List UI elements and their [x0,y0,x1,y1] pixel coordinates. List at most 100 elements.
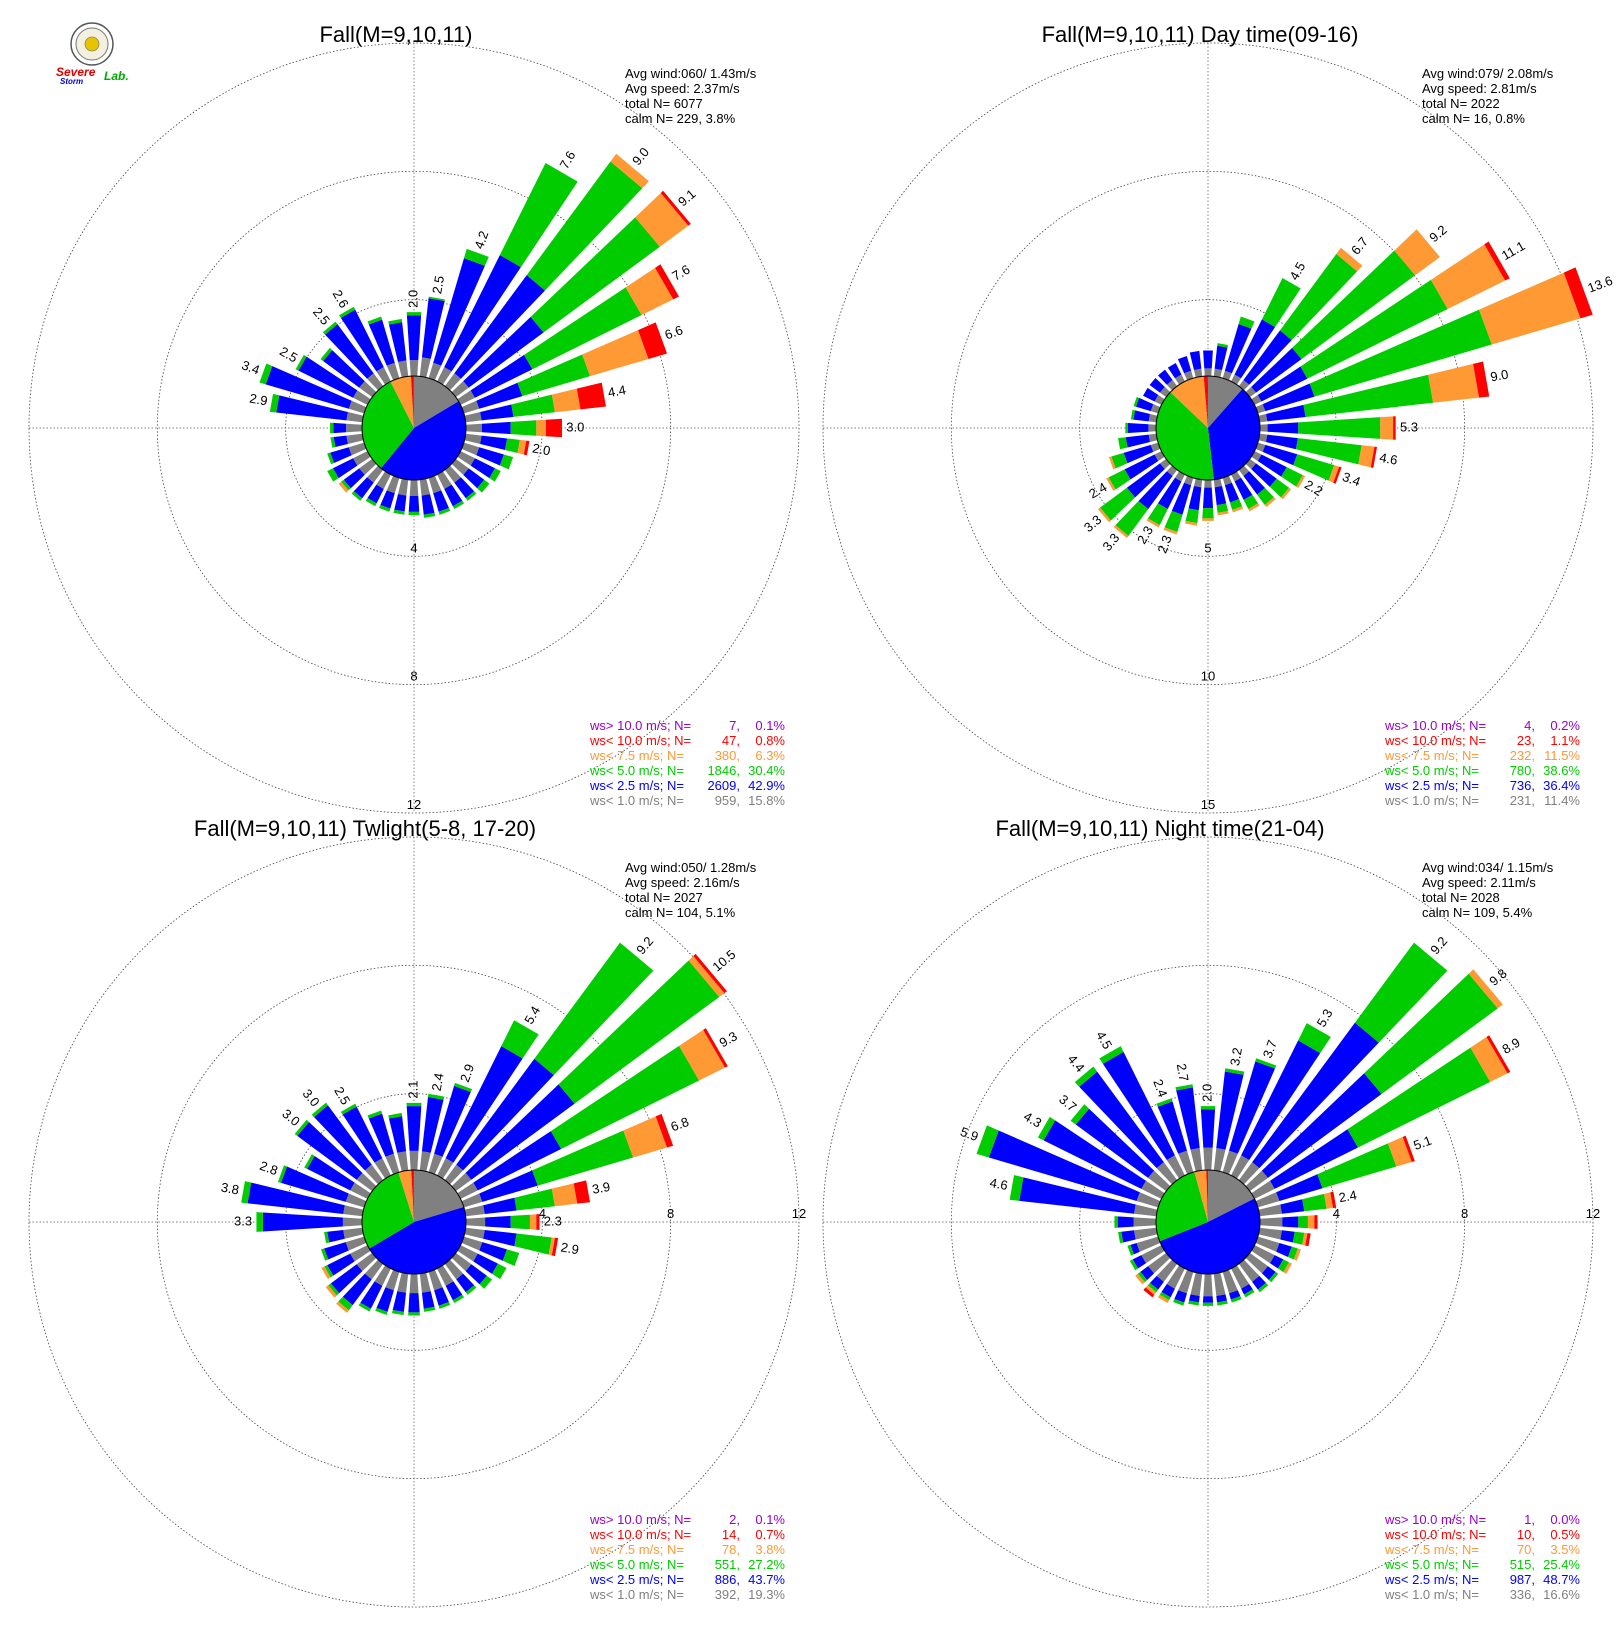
petal-label: 4.4 [1065,1052,1088,1075]
petal-segment-green [1300,279,1448,379]
petal-segment-red [1370,446,1378,468]
petal-segment-orange [1113,525,1129,539]
legend-percent: 38.6% [1543,763,1580,778]
petal-segment-green [1037,1116,1056,1141]
petal-label: 5.9 [958,1124,980,1144]
legend-entry-orange: ws< 7.5 m/s; N= [589,1542,684,1557]
petal-label: 2.0 [1199,1084,1214,1102]
petal-segment-orange [1470,1036,1508,1082]
petal-segment-green [379,505,391,512]
petal-segment-gray [1213,478,1223,488]
legend-percent: 3.8% [755,1542,785,1557]
legend-count: 336, [1510,1587,1535,1602]
petal-segment-gray [1259,424,1268,432]
petal-segment-green [1074,1066,1098,1087]
petal-segment-gray [1154,451,1165,462]
petal-segment-green [408,1312,420,1316]
petal-segment-gray [346,412,364,423]
petal-segment-gray [364,1259,384,1280]
legend-percent: 15.8% [748,793,785,808]
petal-segment-blue [1241,1040,1321,1160]
petal-label: 6.8 [669,1114,691,1134]
petal-segment-blue [481,421,511,435]
petal-segment-gray [437,1158,454,1179]
pie-slice-blue [1159,1198,1260,1274]
petal-label: 2.9 [560,1239,580,1257]
petal-segment-blue [1257,454,1287,477]
petal-segment-blue [368,1113,394,1157]
petal-segment-blue [1177,355,1192,374]
petal-segment-green [367,316,383,325]
petal-segment-green [1200,1106,1216,1110]
stat-line: total N= 2022 [1422,96,1500,111]
petal-segment-gray [1258,433,1268,443]
petal-segment-green [1173,1299,1185,1306]
pie-slice-green [1156,1171,1208,1242]
petal-segment-blue [1124,454,1159,480]
petal-segment-blue [445,1046,523,1163]
petal-segment-blue [325,324,374,379]
petal-segment-orange [623,1116,668,1158]
petal-segment-gray [1136,1236,1161,1252]
pie-slice-gray [1208,376,1243,428]
petal-segment-gray [350,1182,371,1199]
petal-label: 3.0 [566,419,584,434]
petal-label: 2.5 [310,304,333,327]
petal-label: 11.1 [1499,238,1528,263]
petal-segment-gray [1213,368,1223,378]
petal-segment-blue [1282,1216,1299,1228]
legend-count: 7, [729,718,740,733]
petal-segment-red [551,1237,559,1257]
petal-segment-gray [1245,1252,1268,1274]
petal-segment-gray [444,1164,464,1185]
petal-segment-blue [463,316,544,388]
petal-segment-blue [463,468,485,489]
petal-segment-orange [1358,445,1375,468]
petal-segment-green [1268,1271,1279,1283]
petal-segment-blue [473,1131,562,1191]
legend-count: 380, [715,748,740,763]
petal-segment-green [1159,1292,1171,1301]
petal-label: 3.4 [240,357,262,377]
panel-title: Fall(M=9,10,11) Twlight(5-8, 17-20) [194,816,536,841]
petal-label: 2.8 [258,1158,280,1178]
ring-label: 10 [1201,669,1215,684]
petal-segment-green [408,511,420,516]
petal-segment-orange [1468,969,1503,1009]
petal-segment-blue [333,435,348,448]
petal-segment-gray [1193,478,1203,488]
petal-segment-blue [327,1229,345,1243]
petal-segment-gray [367,373,384,391]
petal-segment-gray [1238,1259,1260,1282]
ring-label: 8 [1461,1206,1468,1221]
petal-segment-blue [1261,1073,1382,1178]
petal-segment-blue [408,1293,420,1313]
petal-segment-green [464,248,489,266]
legend-percent: 0.7% [755,1527,785,1542]
petal-segment-green [423,1306,436,1312]
pie-outline [361,1169,467,1275]
legend-entry-red: ws< 10.0 m/s; N= [1384,1527,1486,1542]
petal-segment-gray [451,381,469,398]
petal-label: 9.8 [1486,966,1509,989]
legend-percent: 0.0% [1550,1512,1580,1527]
petal-segment-blue [368,319,395,366]
petal-segment-green [1137,1271,1148,1283]
legend-percent: 42.9% [748,778,785,793]
petal-segment-gray [1150,404,1161,414]
petal-segment-blue [324,1242,349,1260]
petal-segment-green [1230,1296,1242,1303]
stat-line: Avg speed: 2.11m/s [1422,875,1536,890]
petal-segment-orange [548,1237,555,1256]
petal-segment-orange [1184,520,1198,526]
petal-segment-gray [1231,1265,1250,1289]
petal-segment-green [277,1165,287,1183]
logo-text-lab: Lab. [104,69,129,83]
stat-line: calm N= 104, 5.1% [625,905,736,920]
petal-segment-green [295,354,307,371]
petal-segment-gray [464,1205,485,1217]
petal-segment-green [241,1181,252,1204]
legend-count: 959, [715,793,740,808]
petal-segment-green [514,1188,555,1211]
petal-segment-orange [1280,487,1292,500]
